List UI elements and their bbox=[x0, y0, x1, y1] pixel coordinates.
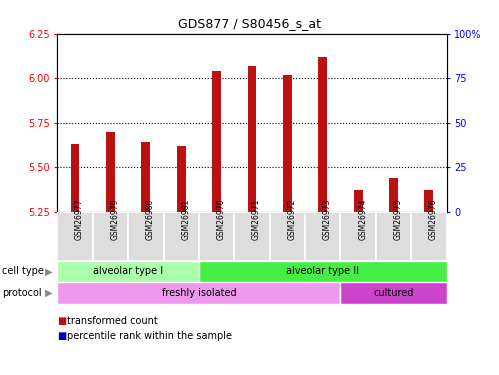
Text: ■: ■ bbox=[57, 316, 67, 326]
FancyBboxPatch shape bbox=[340, 282, 447, 304]
FancyBboxPatch shape bbox=[57, 282, 340, 304]
Bar bbox=[248, 66, 256, 212]
Text: GSM26974: GSM26974 bbox=[358, 198, 367, 240]
Text: GSM26975: GSM26975 bbox=[394, 198, 403, 240]
Text: freshly isolated: freshly isolated bbox=[162, 288, 236, 298]
Text: transformed count: transformed count bbox=[67, 316, 158, 326]
Bar bbox=[177, 146, 186, 212]
Bar bbox=[318, 57, 327, 212]
Bar bbox=[283, 75, 292, 212]
Text: GSM26973: GSM26973 bbox=[323, 198, 332, 240]
FancyBboxPatch shape bbox=[376, 212, 411, 261]
Bar bbox=[71, 144, 79, 212]
Text: GSM26970: GSM26970 bbox=[217, 198, 226, 240]
Bar bbox=[389, 178, 398, 212]
Bar bbox=[354, 190, 363, 212]
FancyBboxPatch shape bbox=[340, 212, 376, 261]
Text: cultured: cultured bbox=[373, 288, 414, 298]
Bar bbox=[141, 142, 150, 212]
Bar bbox=[425, 190, 433, 212]
FancyBboxPatch shape bbox=[57, 261, 199, 282]
Text: GSM26979: GSM26979 bbox=[110, 198, 119, 240]
Text: protocol: protocol bbox=[2, 288, 42, 298]
Text: alveolar type I: alveolar type I bbox=[93, 267, 163, 276]
FancyBboxPatch shape bbox=[164, 212, 199, 261]
Text: alveolar type II: alveolar type II bbox=[286, 267, 359, 276]
Text: ■: ■ bbox=[57, 331, 67, 341]
Text: ▶: ▶ bbox=[45, 267, 52, 276]
Text: cell type: cell type bbox=[2, 267, 44, 276]
Text: percentile rank within the sample: percentile rank within the sample bbox=[67, 331, 233, 341]
FancyBboxPatch shape bbox=[93, 212, 128, 261]
Bar bbox=[106, 132, 115, 212]
FancyBboxPatch shape bbox=[199, 261, 447, 282]
FancyBboxPatch shape bbox=[305, 212, 340, 261]
Text: GSM26977: GSM26977 bbox=[75, 198, 84, 240]
FancyBboxPatch shape bbox=[411, 212, 447, 261]
FancyBboxPatch shape bbox=[128, 212, 164, 261]
Text: GSM26971: GSM26971 bbox=[252, 198, 261, 240]
Text: GSM26980: GSM26980 bbox=[146, 198, 155, 240]
FancyBboxPatch shape bbox=[57, 212, 93, 261]
Text: GSM26976: GSM26976 bbox=[429, 198, 438, 240]
Text: GSM26972: GSM26972 bbox=[287, 198, 296, 240]
Text: ▶: ▶ bbox=[45, 288, 52, 298]
FancyBboxPatch shape bbox=[199, 212, 235, 261]
FancyBboxPatch shape bbox=[269, 212, 305, 261]
Text: GDS877 / S80456_s_at: GDS877 / S80456_s_at bbox=[178, 17, 321, 30]
Bar bbox=[212, 71, 221, 212]
Text: GSM26981: GSM26981 bbox=[181, 199, 190, 240]
FancyBboxPatch shape bbox=[235, 212, 269, 261]
